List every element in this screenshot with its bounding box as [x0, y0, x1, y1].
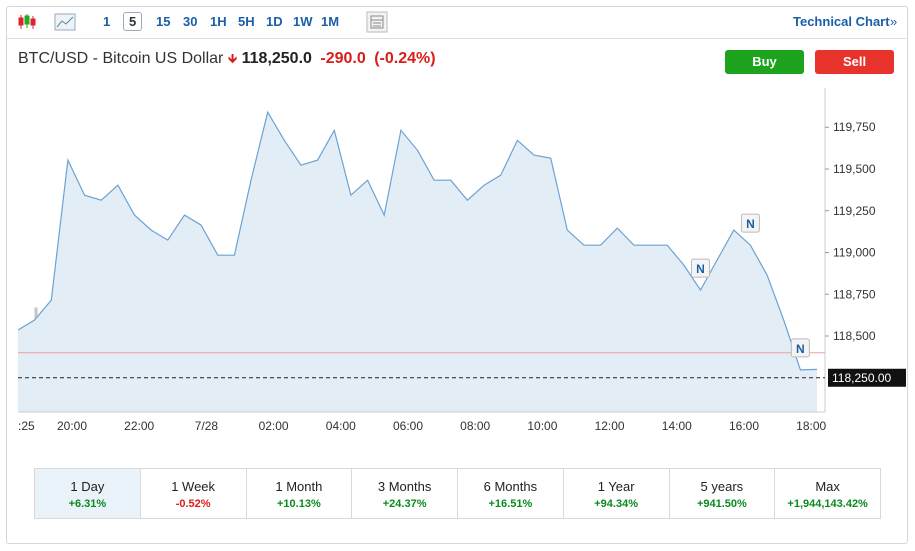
- period-cell[interactable]: 1 Month +10.13%: [245, 469, 352, 518]
- period-cell[interactable]: 5 years +941.50%: [668, 469, 775, 518]
- news-marker-label: N: [796, 342, 805, 356]
- y-tick-label: 119,500: [833, 162, 876, 176]
- period-change: +10.13%: [277, 498, 321, 510]
- x-tick-label: 10:00: [527, 419, 557, 433]
- period-change: +1,944,143.42%: [787, 498, 868, 510]
- interval-button[interactable]: 1W: [293, 14, 313, 29]
- interval-button[interactable]: 1D: [266, 14, 283, 29]
- interval-button[interactable]: 1H: [210, 14, 227, 29]
- interval-button[interactable]: 1M: [321, 14, 340, 29]
- x-tick-label: 06:00: [393, 419, 423, 433]
- period-cell[interactable]: 6 Months +16.51%: [457, 469, 563, 518]
- x-tick-label: 08:00: [460, 419, 490, 433]
- x-tick-label: 04:00: [326, 419, 356, 433]
- current-price-label: 118,250.00: [832, 371, 891, 385]
- period-label: 1 Year: [597, 479, 635, 494]
- x-tick-label: :25: [18, 419, 35, 433]
- x-tick-label: 22:00: [124, 419, 154, 433]
- period-label: 3 Months: [377, 479, 432, 494]
- news-marker-label: N: [746, 217, 755, 231]
- period-change: +16.51%: [488, 498, 533, 510]
- x-tick-label: 20:00: [57, 419, 87, 433]
- period-change: +24.37%: [382, 498, 427, 510]
- instrument-header: BTC/USD - Bitcoin US Dollar 🡻 118,250.0 …: [18, 50, 436, 72]
- x-tick-label: 16:00: [729, 419, 759, 433]
- period-cell[interactable]: 3 Months +24.37%: [351, 469, 457, 518]
- period-table: 1 Day +6.31% 1 Week -0.52% 1 Month +10.13% 3 M…: [34, 468, 881, 519]
- news-marker: [690, 258, 710, 278]
- period-label: 1 Week: [171, 479, 216, 494]
- chart-type-icons[interactable]: [18, 12, 78, 32]
- x-tick-label: 14:00: [662, 419, 692, 433]
- technical-chart-link[interactable]: Technical Chart: [793, 14, 890, 29]
- period-label: 1 Month: [275, 479, 323, 494]
- instrument-name: BTC/USD - Bitcoin US Dollar: [18, 50, 224, 67]
- period-change: -0.52%: [175, 498, 211, 510]
- x-tick-label: 12:00: [595, 419, 625, 433]
- period-cell[interactable]: 1 Day +6.31%: [35, 469, 140, 518]
- news-marker: [740, 213, 760, 233]
- period-cell[interactable]: 1 Week -0.52%: [139, 469, 246, 518]
- widget-frame: [6, 6, 908, 544]
- change-pct: (-0.24%): [374, 50, 436, 67]
- period-change: +941.50%: [696, 498, 747, 510]
- y-tick-label: 119,750: [833, 120, 876, 134]
- more-arrow[interactable]: »: [890, 14, 898, 29]
- area: [18, 112, 817, 412]
- period-cell[interactable]: Max +1,944,143.42%: [774, 469, 880, 518]
- period-label: 1 Day: [70, 479, 105, 494]
- change: -290.0: [320, 50, 366, 67]
- x-tick-label: 18:00: [796, 419, 826, 433]
- separator: [7, 38, 906, 39]
- news-marker-label: N: [696, 262, 705, 276]
- buy-button[interactable]: Buy: [725, 50, 804, 74]
- price: 118,250.0: [241, 50, 312, 67]
- period-label: 6 Months: [483, 479, 538, 494]
- interval-button[interactable]: 5: [123, 12, 143, 31]
- x-tick-label: 02:00: [259, 419, 289, 433]
- price-line: [17, 110, 818, 371]
- x-tick-label: 7/28: [195, 419, 219, 433]
- down-arrow: 🡻: [227, 51, 238, 66]
- indicator-icon[interactable]: [366, 11, 388, 33]
- interval-button[interactable]: 15: [156, 14, 171, 29]
- interval-button[interactable]: 30: [183, 14, 198, 29]
- period-label: Max: [815, 479, 840, 494]
- chart: Investing.com118,500118,750119,000119,25…: [17, 88, 906, 433]
- interval-button[interactable]: 1: [103, 14, 111, 29]
- y-tick-label: 118,750: [833, 287, 876, 301]
- period-cell[interactable]: 1 Year +94.34%: [562, 469, 669, 518]
- period-label: 5 years: [700, 479, 744, 494]
- period-change: +6.31%: [68, 498, 107, 510]
- sell-button[interactable]: Sell: [815, 50, 894, 74]
- y-tick-label: 119,250: [833, 204, 876, 218]
- current-price-box: [828, 368, 906, 387]
- y-tick-label: 119,000: [833, 246, 876, 260]
- news-marker: [790, 338, 810, 358]
- period-change: +94.34%: [594, 498, 638, 510]
- y-tick-label: 118,500: [833, 329, 876, 343]
- interval-button[interactable]: 5H: [238, 14, 255, 29]
